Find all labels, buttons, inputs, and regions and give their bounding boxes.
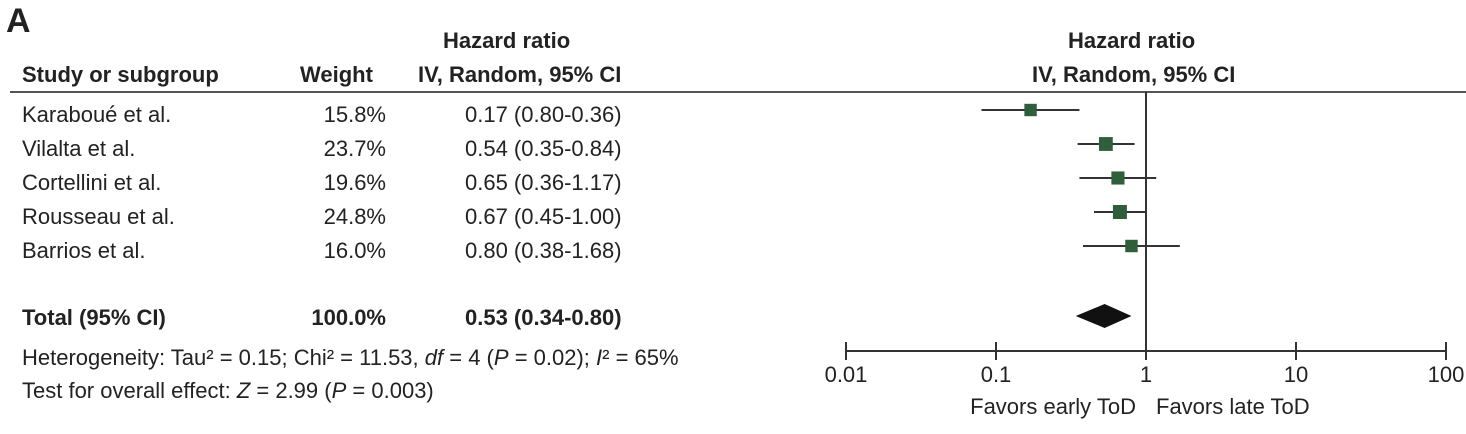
favors-right-label: Favors late ToD	[1156, 394, 1310, 419]
x-tick-label: 1	[1140, 362, 1152, 387]
study-ci-text: 0.54 (0.35-0.84)	[465, 136, 622, 161]
study-weight: 24.8%	[323, 204, 386, 229]
pooled-effect-diamond	[1075, 304, 1132, 328]
x-tick-label: 100	[1428, 362, 1465, 387]
heterogeneity-prefix: Heterogeneity: Tau² = 0.15; Chi² = 11.53…	[22, 345, 425, 370]
favors-left-label: Favors early ToD	[970, 394, 1136, 419]
total-weight: 100.0%	[311, 305, 386, 330]
total-ci-text: 0.53 (0.34-0.80)	[465, 305, 622, 330]
study-column-header: Study or subgroup	[22, 62, 219, 87]
panel-label: A	[6, 2, 31, 40]
study-hr-marker	[1125, 239, 1138, 253]
study-name: Vilalta et al.	[22, 136, 136, 161]
hr-column-title: Hazard ratio	[443, 28, 571, 53]
z-value: = 2.99 (	[250, 378, 332, 403]
plot-title: Hazard ratio	[1068, 28, 1196, 53]
study-hr-marker	[1111, 171, 1125, 185]
total-label: Total (95% CI)	[22, 305, 166, 330]
x-tick-label: 0.1	[981, 362, 1012, 387]
study-name: Cortellini et al.	[22, 170, 162, 195]
p-label: P	[493, 345, 509, 370]
study-weight: 19.6%	[323, 170, 386, 195]
p-value: = 0.02);	[508, 345, 597, 370]
study-weight: 16.0%	[323, 238, 386, 263]
z-label: Z	[236, 378, 251, 403]
df-label: df	[424, 345, 444, 370]
study-hr-marker	[1024, 103, 1037, 117]
study-name: Barrios et al.	[22, 238, 146, 263]
i2-value: ² = 65%	[602, 345, 679, 370]
hr-method-header: IV, Random, 95% CI	[418, 62, 622, 87]
overall-p-value: = 0.003)	[346, 378, 434, 403]
x-tick-label: 0.01	[825, 362, 868, 387]
i2-label: I	[596, 345, 603, 370]
study-name: Rousseau et al.	[22, 204, 175, 229]
header-divider	[10, 91, 1466, 93]
study-hr-marker	[1098, 137, 1113, 151]
heterogeneity-note: Heterogeneity: Tau² = 0.15; Chi² = 11.53…	[22, 345, 679, 371]
study-ci-text: 0.65 (0.36-1.17)	[465, 170, 622, 195]
study-ci-text: 0.17 (0.80-0.36)	[465, 102, 622, 127]
study-weight: 23.7%	[323, 136, 386, 161]
overall-effect-note: Test for overall effect: Z = 2.99 (P = 0…	[22, 378, 434, 404]
study-weight: 15.8%	[323, 102, 386, 127]
x-tick-label: 10	[1284, 362, 1308, 387]
study-ci-text: 0.80 (0.38-1.68)	[465, 238, 622, 263]
plot-method-header: IV, Random, 95% CI	[1032, 62, 1236, 87]
overall-p-label: P	[331, 378, 347, 403]
study-ci-text: 0.67 (0.45-1.00)	[465, 204, 622, 229]
overall-effect-prefix: Test for overall effect:	[22, 378, 237, 403]
study-name: Karaboué et al.	[22, 102, 172, 127]
study-hr-marker	[1112, 205, 1127, 219]
weight-column-header: Weight	[300, 62, 373, 87]
df-value: = 4 (	[443, 345, 494, 370]
